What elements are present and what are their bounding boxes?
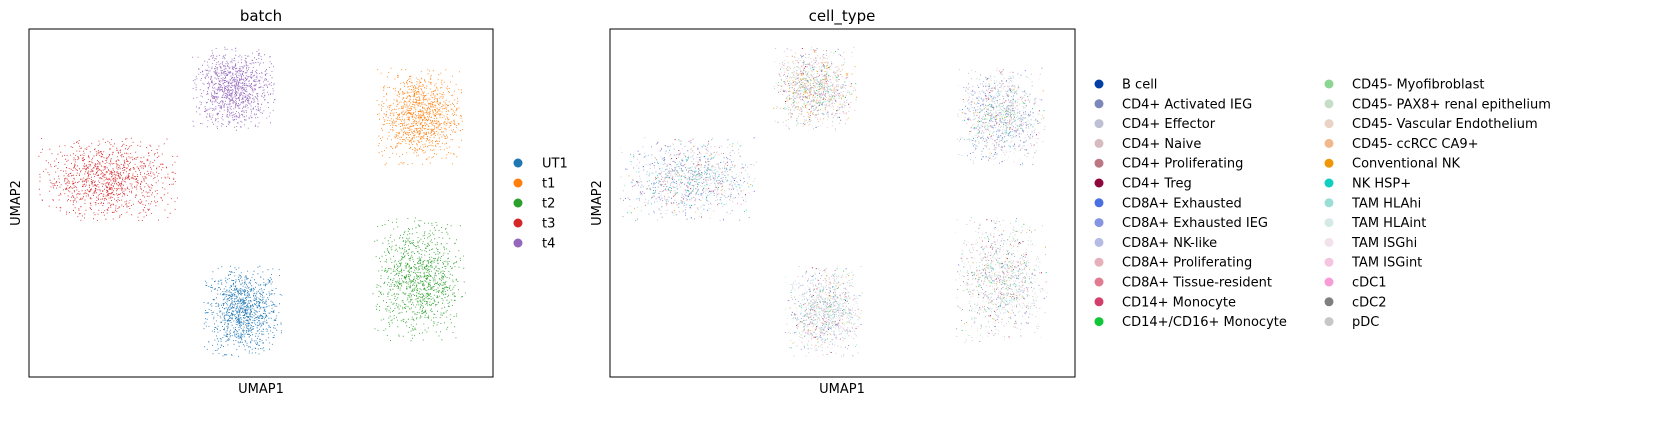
cell-type-legend-label-tam-isgint: TAM ISGint [1351, 256, 1422, 271]
batch-legend-label-ut1: UT1 [542, 157, 568, 172]
cell-type-legend-label-cd4-proliferating: CD4+ Proliferating [1122, 157, 1243, 172]
batch-legend: UT1 t1 t2 t3 t4 [513, 157, 568, 252]
batch-legend-label-t4: t4 [542, 237, 555, 252]
cell-type-legend-marker-cd4-activated-ieg [1094, 99, 1104, 109]
cell-type-legend-label-tam-hlahi: TAM HLAhi [1351, 196, 1421, 211]
cell-type-point-layer [620, 46, 1048, 357]
batch-legend-marker-ut1 [513, 158, 523, 168]
cell-type-legend-label-cd45-ccrcc-ca9-: CD45- ccRCC CA9+ [1352, 137, 1479, 152]
cell-type-legend-marker-tam-isghi [1324, 237, 1334, 247]
cell-type-legend-label-cd8a-exhausted-ieg: CD8A+ Exhausted IEG [1122, 216, 1268, 231]
cell-type-legend-marker-cd45-myofibroblast [1324, 79, 1334, 89]
cell-type-legend-label-cdc2: cDC2 [1352, 295, 1387, 310]
cell-type-legend: B cell CD4+ Activated IEG CD4+ Effector CD4… [1094, 78, 1551, 330]
cell-type-legend-marker-cd14-cd16-monocyte [1094, 317, 1104, 327]
batch-point-layer [38, 46, 466, 357]
cell-type-legend-marker-cd8a-proliferating [1094, 257, 1104, 267]
cell-type-legend-label-cd8a-exhausted: CD8A+ Exhausted [1122, 196, 1242, 211]
cell-type-legend-marker-cdc2 [1324, 297, 1334, 307]
cell-type-plot-title: cell_type [809, 7, 876, 26]
batch-legend-label-t1: t1 [542, 177, 555, 192]
cell-type-x-axis-label: UMAP1 [819, 382, 865, 397]
cell-type-legend-marker-cd4-treg [1094, 178, 1104, 188]
batch-legend-label-t3: t3 [542, 217, 555, 232]
cell-type-legend-marker-tam-hlahi [1324, 198, 1334, 208]
batch-x-axis-label: UMAP1 [238, 382, 284, 397]
cell-type-legend-marker-cd14-monocyte [1094, 297, 1104, 307]
cell-type-legend-marker-cd8a-exhausted [1094, 198, 1104, 208]
cell-type-legend-marker-cd4-proliferating [1094, 158, 1104, 168]
batch-y-axis-label: UMAP2 [9, 180, 24, 226]
cell-type-legend-marker-cdc1 [1324, 277, 1334, 287]
cell-type-legend-label-cd14-cd16-monocyte: CD14+/CD16+ Monocyte [1122, 315, 1287, 330]
batch-plot-frame [28, 28, 494, 378]
cell-type-legend-label-conventional-nk: Conventional NK [1352, 157, 1461, 172]
cell-type-legend-label-nk-hsp-: NK HSP+ [1352, 177, 1411, 192]
batch-series-t2 [372, 217, 466, 342]
cell-type-legend-label-cd4-effector: CD4+ Effector [1122, 117, 1216, 132]
cell-type-legend-label-cd8a-tissue-resident: CD8A+ Tissue-resident [1122, 276, 1272, 291]
cell-type-plot-frame [609, 28, 1076, 378]
cell-type-legend-label-cd45-vascular-endothelium: CD45- Vascular Endothelium [1352, 117, 1538, 132]
batch-series-t1 [376, 67, 464, 166]
cell-type-legend-label-cd4-naive: CD4+ Naive [1122, 137, 1201, 152]
batch-plot-title: batch [240, 7, 282, 25]
batch-points-t1 [376, 67, 464, 166]
cell-type-legend-label-pdc: pDC [1352, 315, 1379, 330]
cell-type-legend-marker-pdc [1324, 317, 1334, 327]
cell-type-legend-label-cd4-activated-ieg: CD4+ Activated IEG [1122, 97, 1252, 112]
cell-type-legend-marker-cd8a-exhausted-ieg [1094, 218, 1104, 228]
cell-type-legend-label-cd14-monocyte: CD14+ Monocyte [1122, 295, 1236, 310]
cell-type-legend-label-tam-isghi: TAM ISGhi [1351, 236, 1417, 251]
cell-type-legend-marker-conventional-nk [1324, 158, 1334, 168]
batch-points-t2 [372, 217, 466, 342]
cell-type-points-tam-hlaint [620, 51, 1042, 353]
cell-type-legend-marker-nk-hsp- [1324, 178, 1334, 188]
batch-legend-marker-t2 [513, 198, 523, 208]
cell-type-legend-marker-cd45-vascular-endothelium [1324, 119, 1334, 129]
cell-type-legend-label-cd8a-proliferating: CD8A+ Proliferating [1122, 256, 1252, 271]
cell-type-legend-marker-cd4-naive [1094, 138, 1104, 148]
cell-type-legend-marker-tam-hlaint [1324, 218, 1334, 228]
batch-points-ut1 [203, 265, 283, 357]
cell-type-points-conventional-nk [628, 51, 1046, 347]
cell-type-legend-marker-cd4-effector [1094, 119, 1104, 129]
batch-panel: batch UMAP1 UMAP2 UT1 t1 t2 t3 t4 [9, 7, 568, 397]
cell-type-legend-marker-cd45-pax8-renal-epithelium [1324, 99, 1334, 109]
cell-type-legend-marker-cd8a-tissue-resident [1094, 277, 1104, 287]
cell-type-legend-marker-cd45-ccrcc-ca9- [1324, 138, 1334, 148]
batch-legend-label-t2: t2 [542, 197, 555, 212]
cell-type-legend-label-cd45-pax8-renal-epithelium: CD45- PAX8+ renal epithelium [1352, 97, 1551, 112]
batch-legend-marker-t4 [513, 238, 523, 248]
batch-legend-marker-t3 [513, 218, 523, 228]
batch-legend-marker-t1 [513, 178, 523, 188]
cell-type-legend-marker-cd8a-nk-like [1094, 237, 1104, 247]
cell-type-legend-label-cdc1: cDC1 [1352, 276, 1387, 291]
cell-type-legend-label-cd45-myofibroblast: CD45- Myofibroblast [1352, 78, 1484, 93]
cell-type-y-axis-label: UMAP2 [590, 180, 605, 226]
batch-series-ut1 [203, 265, 283, 357]
cell-type-legend-label-b-cell: B cell [1122, 78, 1157, 93]
cell-type-legend-label-cd4-treg: CD4+ Treg [1122, 177, 1192, 192]
cell-type-legend-marker-tam-isgint [1324, 257, 1334, 267]
cell-type-panel: cell_type UMAP1 UMAP2 B cell CD4+ Activat… [590, 7, 1551, 397]
cell-type-legend-marker-b-cell [1094, 79, 1104, 89]
cell-type-legend-label-tam-hlaint: TAM HLAint [1351, 216, 1426, 231]
cell-type-legend-label-cd8a-nk-like: CD8A+ NK-like [1122, 236, 1217, 251]
